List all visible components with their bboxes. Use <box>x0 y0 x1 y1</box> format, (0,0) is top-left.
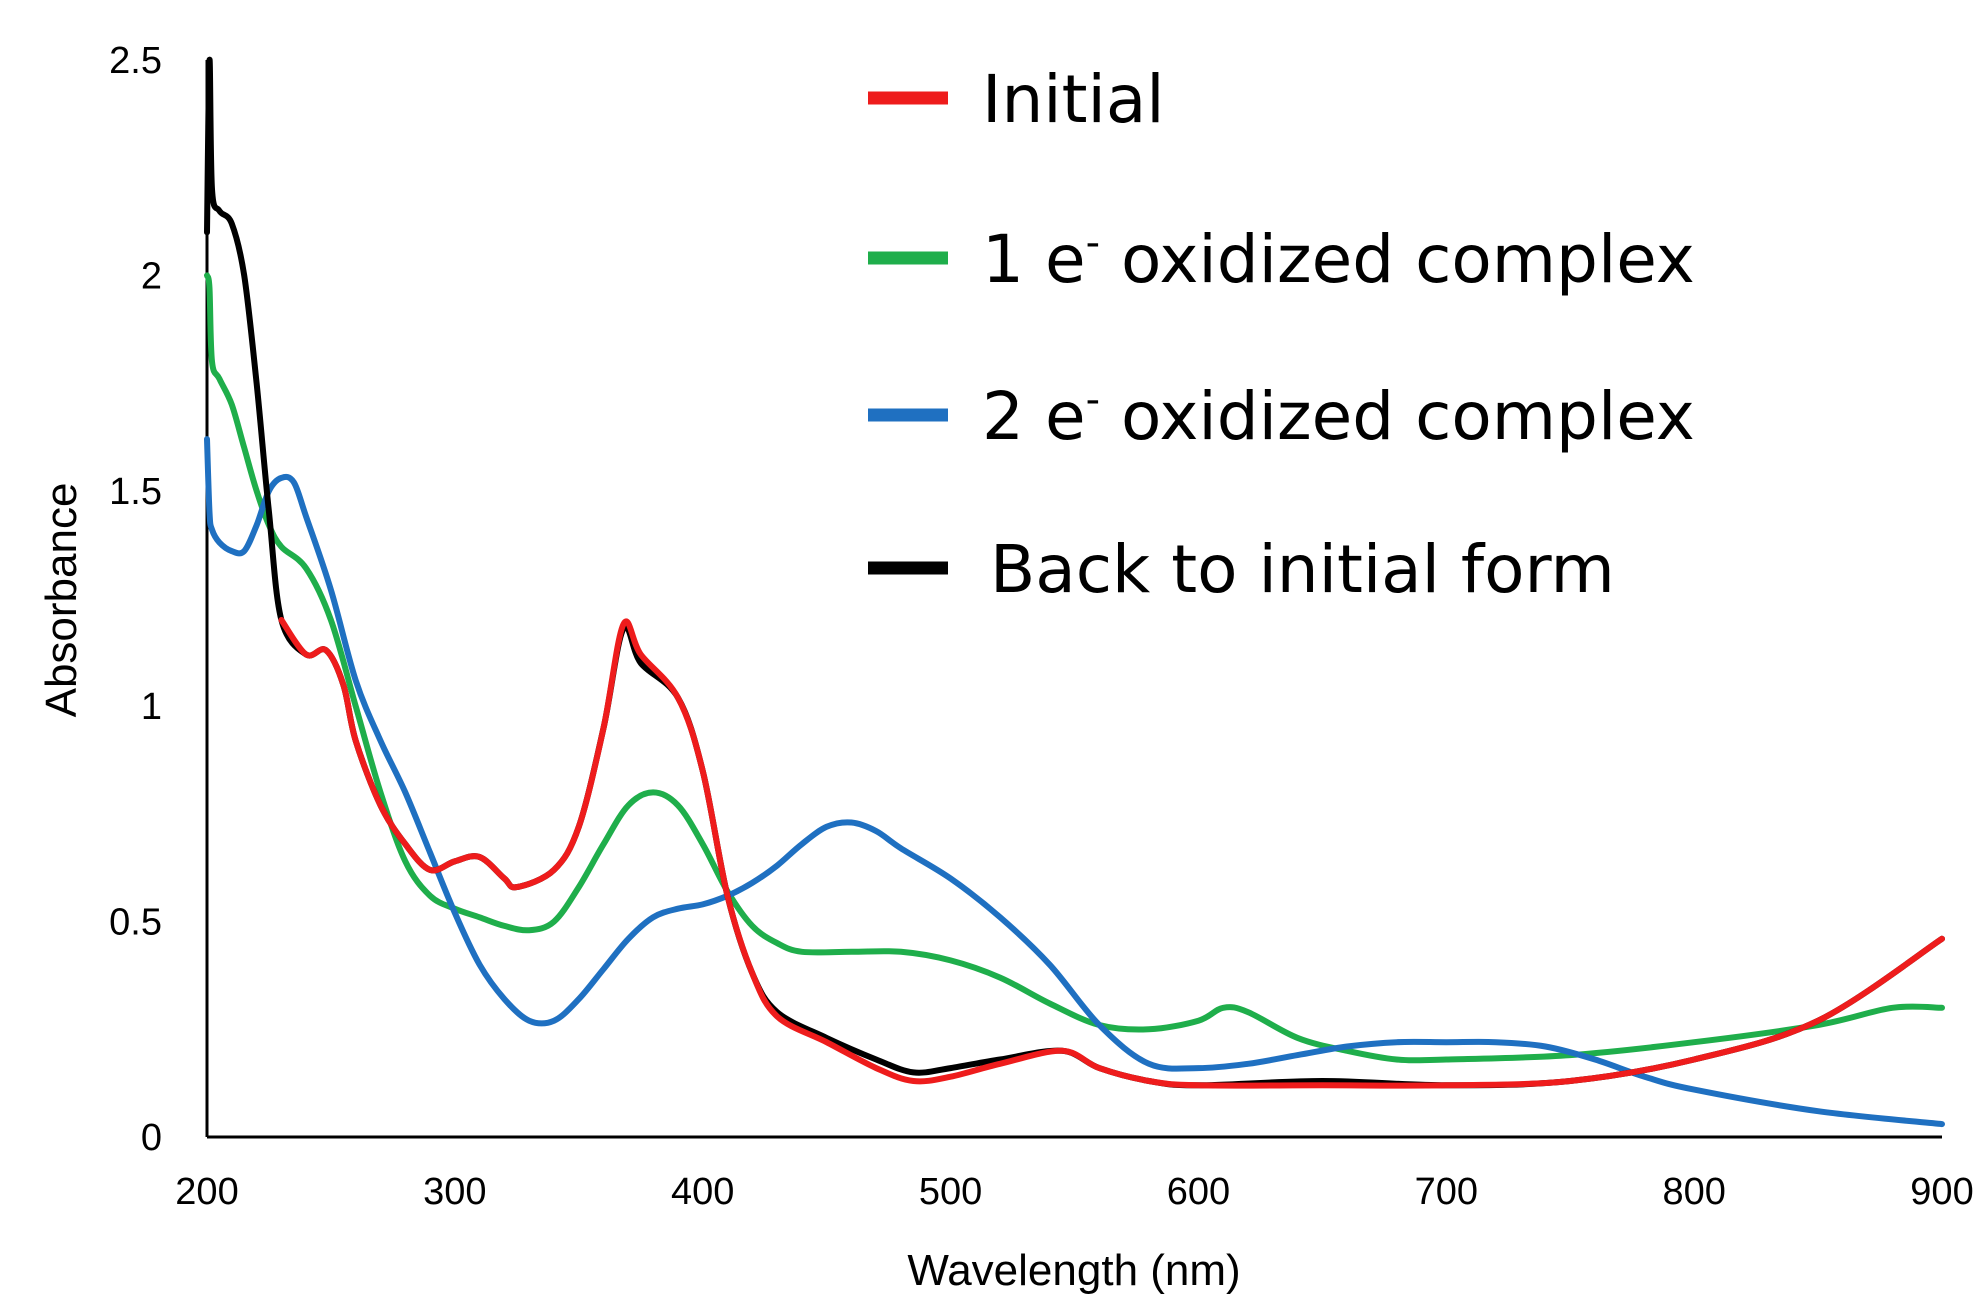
y-axis-label: Absorbance <box>37 483 86 718</box>
y-tick-label: 2.5 <box>109 40 162 82</box>
y-tick-label: 2 <box>141 255 162 297</box>
y-tick-label: 1 <box>141 686 162 728</box>
x-tick-label: 200 <box>175 1171 238 1213</box>
series-line-1-e-oxidized-complex <box>204 272 1945 1064</box>
series-line-initial <box>278 617 1945 1089</box>
y-tick-label: 0 <box>141 1117 162 1159</box>
legend-label-back-to-initial-form: Back to initial form <box>990 531 1615 608</box>
x-tick-label: 500 <box>919 1171 982 1213</box>
legend-label-1-e-oxidized-complex: 1 e- oxidized complex <box>982 220 1695 298</box>
x-tick-label: 700 <box>1415 1171 1478 1213</box>
plot-lines <box>204 56 1945 1128</box>
legend: Initial 1 e- oxidized complex 2 e- oxidize… <box>868 61 1695 608</box>
x-axis-label: Wavelength (nm) <box>907 1246 1240 1295</box>
x-tick-label: 400 <box>671 1171 734 1213</box>
x-tick-label: 800 <box>1662 1171 1725 1213</box>
x-tick-labels: 200 300 400 500 600 700 800 900 <box>175 1171 1973 1213</box>
series-line-2-e-oxidized-complex <box>204 436 1945 1128</box>
y-tick-label: 0.5 <box>109 902 162 944</box>
legend-label-2-e-oxidized-complex: 2 e- oxidized complex <box>982 377 1695 455</box>
y-tick-labels: 0 0.5 1 1.5 2 2.5 <box>109 40 162 1159</box>
legend-label-initial: Initial <box>982 61 1165 138</box>
x-tick-label: 300 <box>423 1171 486 1213</box>
y-tick-label: 1.5 <box>109 471 162 513</box>
x-tick-label: 600 <box>1167 1171 1230 1213</box>
x-tick-label: 900 <box>1910 1171 1973 1213</box>
